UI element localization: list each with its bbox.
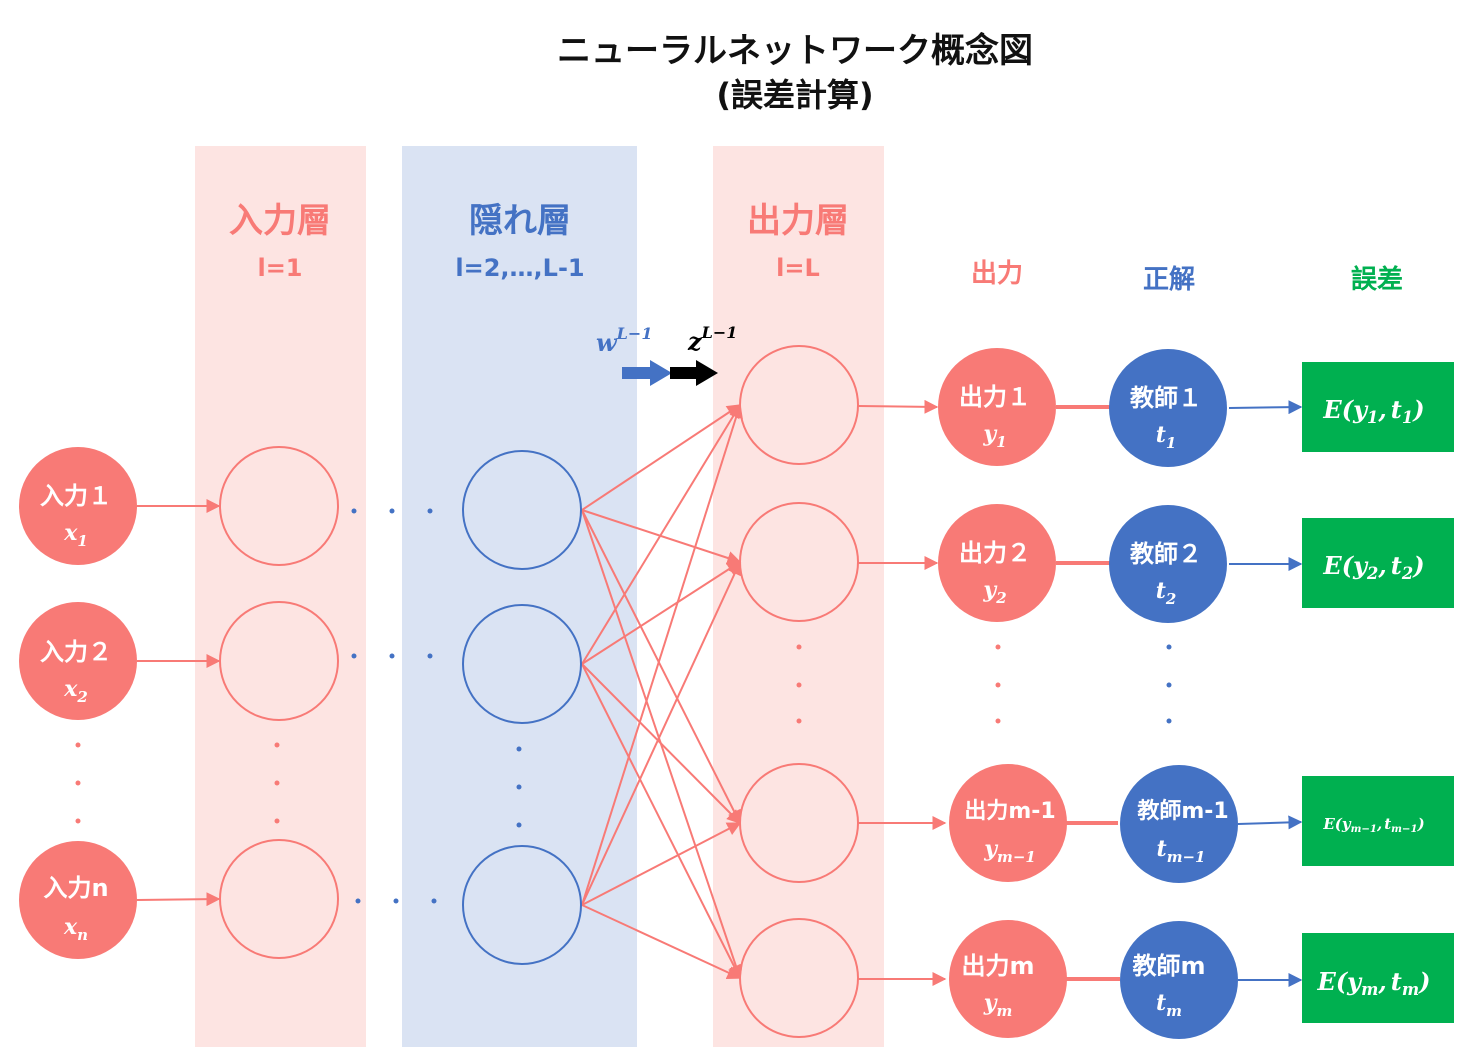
- output-layer-node-1: [739, 345, 859, 465]
- teacher-node-m-1: 教師m-1 tm−1: [1120, 765, 1238, 883]
- horizontal-dots-row-n: [355, 898, 437, 904]
- input-node-n: 入力n xn: [19, 841, 137, 959]
- input-node-label: 入力１: [40, 482, 112, 510]
- connection-h3-o4: [581, 904, 742, 980]
- diagram-subtitle: (誤差計算): [716, 76, 873, 114]
- teacher-node-label: 教師m: [1132, 952, 1205, 980]
- input-layer-index: l=1: [257, 254, 302, 282]
- diagram-title: ニューラルネットワーク概念図: [557, 31, 1033, 71]
- output-node-label: 出力１: [959, 383, 1031, 411]
- output-node-label: 出力２: [959, 539, 1031, 567]
- teacher-node-var: tm−1: [1157, 836, 1206, 866]
- input-node-2: 入力２ x2: [19, 602, 137, 720]
- output-node-var: y1: [982, 421, 1006, 451]
- connection-h2-o3: [581, 663, 741, 824]
- teacher-node-label: 教師m-1: [1137, 798, 1228, 824]
- output-column-title: 出力: [971, 259, 1023, 289]
- output-layer-vertical-dots: [796, 644, 802, 724]
- connection-h2-o4: [581, 663, 741, 980]
- input-node-var: x1: [63, 520, 88, 550]
- connection-h1-o1: [581, 404, 742, 511]
- error-formula: E(y2, t2): [1322, 551, 1424, 583]
- teacher-vertical-dots: [1166, 644, 1172, 724]
- output-node-label: 出力m: [961, 952, 1034, 980]
- connection-h2-o2: [581, 561, 742, 665]
- teacher-node-2: 教師２ t2: [1109, 505, 1227, 623]
- connection-h2-o1: [581, 403, 741, 665]
- output-node-var: ym: [983, 990, 1013, 1020]
- connection-h3-o1: [581, 403, 743, 906]
- output-vertical-dots: [995, 644, 1001, 724]
- teacher-node-var: t1: [1156, 422, 1177, 452]
- input-arrow-n: [136, 892, 221, 907]
- error-arrow-m-1: [1237, 815, 1303, 830]
- teacher-node-label: 教師２: [1130, 540, 1202, 568]
- hidden-layer-title: 隠れ層: [469, 201, 571, 241]
- input-layer-node-1: [219, 446, 339, 566]
- teacher-column-title: 正解: [1143, 265, 1195, 295]
- ellipsis-dots: [75, 508, 1172, 904]
- output-layer-node-2: [739, 502, 859, 622]
- connection-h3-o2: [581, 560, 742, 906]
- input-node-label: 入力n: [43, 874, 108, 902]
- output-layer-band: [713, 146, 884, 1047]
- connection-h1-o3: [581, 509, 741, 825]
- weight-label: wL−1: [596, 324, 652, 357]
- hidden-layer-node-3: [462, 845, 582, 965]
- error-box-m: E(ym, tm): [1302, 933, 1454, 1023]
- error-formula: E(y1, t1): [1322, 395, 1424, 427]
- input-vertical-dots: [75, 742, 81, 824]
- connection-h3-o3: [581, 822, 742, 906]
- input-layer-title: 入力層: [229, 201, 331, 241]
- error-formula: E(ym−1, tm−1): [1322, 815, 1424, 835]
- output-layer-node-4: [739, 918, 859, 1038]
- output-node-var: ym−1: [983, 836, 1036, 866]
- output-layer-index: l=L: [776, 254, 820, 282]
- hidden-layer-index: l=2,…,L-1: [455, 254, 584, 282]
- error-column-title: 誤差: [1351, 264, 1403, 295]
- hidden-layer-vertical-dots: [516, 746, 522, 828]
- horizontal-dots-row-2: [351, 653, 433, 659]
- output-node-2: 出力２ y2: [938, 504, 1056, 622]
- output-arrow-1: [857, 399, 939, 414]
- error-box-1: E(y1, t1): [1302, 362, 1454, 452]
- output-layer-node-3: [739, 763, 859, 883]
- input-node-var: x2: [63, 676, 88, 706]
- input-layer-node-n: [219, 839, 339, 959]
- output-layer-title: 出力層: [747, 201, 849, 241]
- teacher-node-m: 教師m tm: [1120, 921, 1238, 1039]
- teacher-node-var: tm: [1156, 990, 1182, 1020]
- output-node-var: y2: [982, 577, 1006, 607]
- error-box-m-1: E(ym−1, tm−1): [1302, 776, 1454, 866]
- input-node-1: 入力１ x1: [19, 447, 137, 565]
- output-node-m: 出力m ym: [949, 920, 1067, 1038]
- z-label: zL−1: [687, 323, 737, 356]
- error-formula: E(ym, tm): [1317, 967, 1431, 999]
- hidden-output-connections: [581, 403, 743, 980]
- teacher-node-label: 教師１: [1130, 384, 1202, 412]
- teacher-node-1: 教師１ t1: [1109, 349, 1227, 467]
- teacher-node-var: t2: [1156, 578, 1177, 608]
- horizontal-dots-row-1: [351, 508, 433, 514]
- output-node-m-1: 出力m-1 ym−1: [949, 764, 1067, 882]
- error-arrow-1: [1228, 400, 1303, 415]
- hidden-layer-node-1: [462, 450, 582, 570]
- input-layer-node-2: [219, 601, 339, 721]
- error-box-2: E(y2, t2): [1302, 518, 1454, 608]
- input-node-var: xn: [63, 914, 88, 944]
- input-layer-vertical-dots: [274, 742, 280, 824]
- input-node-label: 入力２: [40, 638, 112, 666]
- hidden-layer-node-2: [462, 604, 582, 724]
- weight-arrow: [622, 360, 672, 386]
- z-arrow: [670, 360, 718, 386]
- output-node-1: 出力１ y1: [938, 348, 1056, 466]
- output-node-label: 出力m-1: [964, 799, 1055, 824]
